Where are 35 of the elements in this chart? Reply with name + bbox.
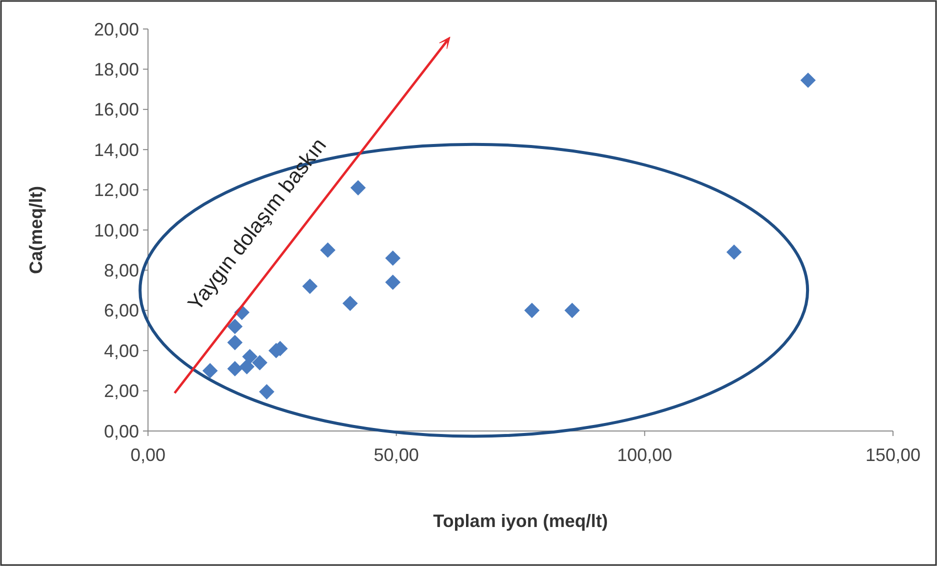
point bbox=[385, 250, 401, 266]
y-tick-label: 0,00 bbox=[104, 421, 139, 442]
x-tick-label: 50,00 bbox=[374, 445, 419, 465]
y-tick-label: 16,00 bbox=[94, 100, 139, 120]
y-tick-label: 10,00 bbox=[94, 220, 139, 240]
y-tick-label: 6,00 bbox=[104, 300, 139, 321]
point bbox=[242, 348, 258, 364]
point bbox=[320, 242, 336, 258]
point bbox=[342, 296, 358, 312]
point bbox=[239, 359, 255, 374]
point bbox=[302, 278, 318, 294]
point bbox=[800, 72, 816, 88]
point bbox=[385, 274, 401, 290]
point bbox=[202, 363, 218, 378]
point bbox=[564, 302, 580, 318]
point bbox=[227, 318, 243, 334]
x-tick-label: 100,00 bbox=[617, 445, 672, 465]
x-tick-label: 0,00 bbox=[130, 445, 166, 465]
y-tick-label: 4,00 bbox=[104, 340, 139, 361]
point bbox=[252, 354, 268, 370]
y-tick-label: 2,00 bbox=[104, 381, 139, 402]
y-tick-label: 14,00 bbox=[94, 140, 139, 160]
point bbox=[524, 302, 540, 318]
x-axis-title: Toplam iyon (meq/lt) bbox=[433, 511, 608, 531]
y-tick-label: 18,00 bbox=[94, 60, 139, 80]
point bbox=[350, 180, 366, 196]
point bbox=[227, 334, 243, 350]
y-tick-label: 8,00 bbox=[104, 260, 139, 280]
x-tick-label: 150,00 bbox=[865, 445, 921, 465]
point bbox=[227, 361, 243, 376]
y-axis-title: Ca(meq/lt) bbox=[26, 186, 46, 274]
point bbox=[259, 384, 274, 400]
point bbox=[726, 244, 742, 260]
y-tick-label: 12,00 bbox=[94, 180, 139, 200]
y-tick-label: 20,00 bbox=[94, 19, 139, 40]
